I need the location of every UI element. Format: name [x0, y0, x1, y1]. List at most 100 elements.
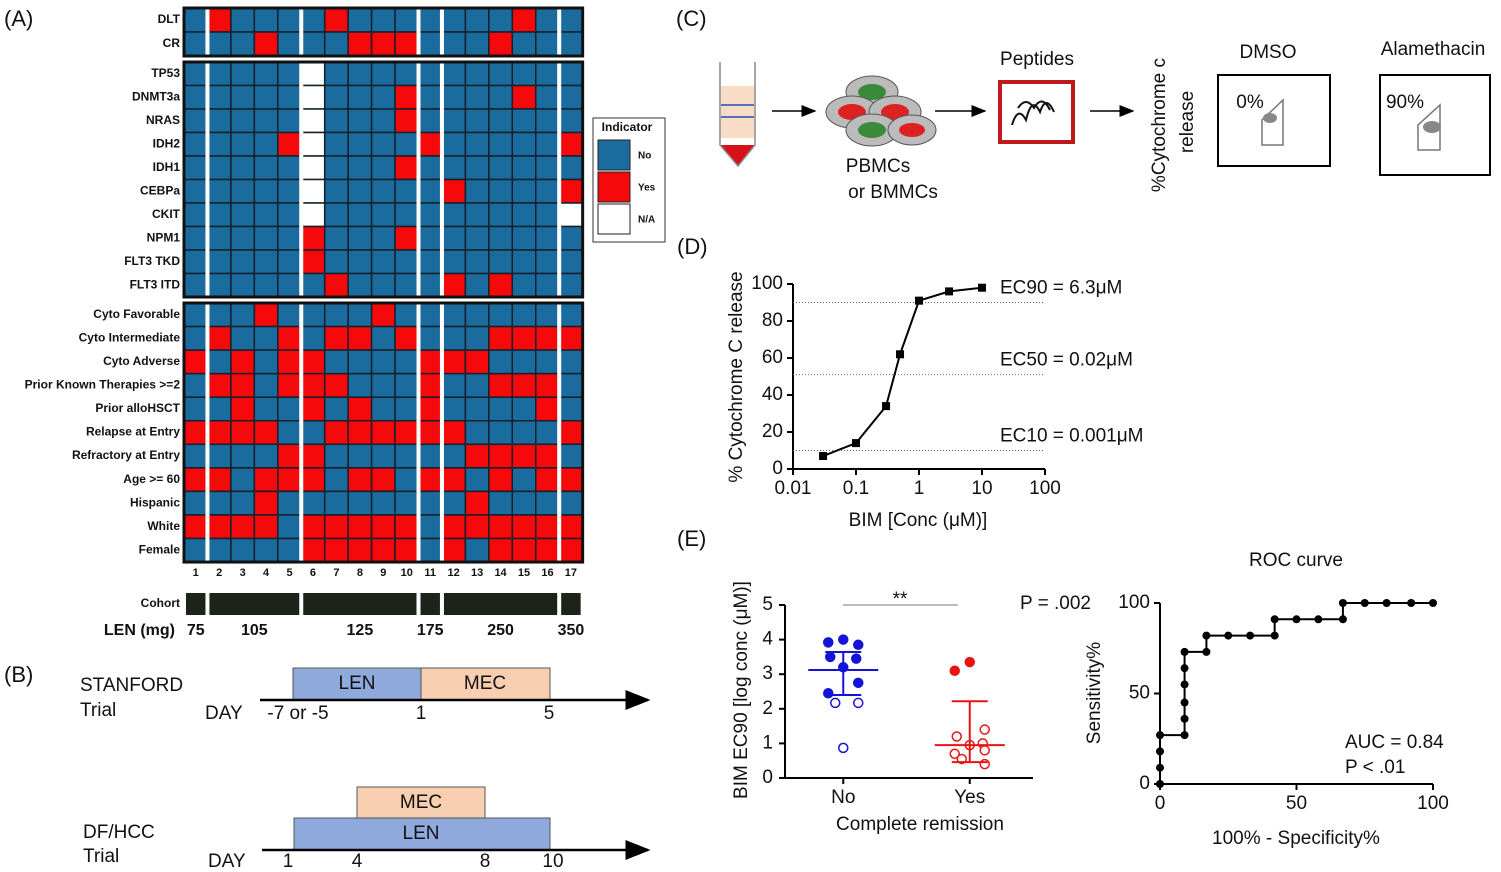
- trial-name: STANFORD: [80, 675, 183, 696]
- cell: [206, 178, 232, 204]
- cell: [300, 202, 326, 228]
- cell: [394, 349, 420, 375]
- cell: [253, 249, 279, 275]
- cell: [488, 537, 514, 563]
- day-tick: 8: [480, 851, 491, 872]
- cell: [300, 349, 326, 375]
- row-label: CR: [163, 36, 181, 50]
- cell: [464, 420, 490, 446]
- cell: [464, 155, 490, 181]
- cell: [347, 467, 373, 493]
- cell: [253, 272, 279, 298]
- data-point: [1202, 647, 1211, 656]
- cell: [183, 514, 209, 540]
- cell: [441, 396, 467, 422]
- cell: [230, 7, 256, 33]
- legend-swatch: [597, 139, 631, 171]
- cell: [511, 108, 537, 134]
- cell: [183, 537, 209, 563]
- cell: [488, 108, 514, 134]
- cell: [300, 490, 326, 516]
- cell: [394, 225, 420, 251]
- gate: [1417, 103, 1441, 151]
- column-label: 4: [263, 567, 270, 579]
- cell: [464, 443, 490, 469]
- cell: [323, 131, 349, 157]
- x-tick-label: 100: [1417, 793, 1449, 814]
- x-tick-label: No: [831, 787, 855, 808]
- day-tick: -7 or -5: [267, 703, 328, 724]
- cell: [417, 131, 443, 157]
- cell: [535, 302, 560, 328]
- y-tick-label: 0: [762, 767, 773, 788]
- column-label: 14: [494, 567, 507, 579]
- legend-label: No: [638, 151, 651, 162]
- cell: [277, 225, 302, 251]
- cell: [417, 490, 443, 516]
- cell: [277, 325, 302, 351]
- cell: [558, 514, 584, 540]
- cell: [206, 325, 232, 351]
- x-tick-label: 100: [1029, 478, 1061, 499]
- cell: [417, 325, 443, 351]
- data-point: [1382, 599, 1391, 607]
- cell: [230, 514, 256, 540]
- data-point: [978, 283, 986, 292]
- data-point: [1180, 714, 1189, 723]
- data-point: [964, 656, 975, 668]
- cell: [394, 325, 420, 351]
- cell: [230, 467, 256, 493]
- cell: [347, 7, 373, 33]
- cell: [300, 467, 326, 493]
- data-line: [822, 286, 983, 457]
- cell: [347, 202, 373, 228]
- cell: [558, 443, 584, 469]
- cell: [511, 155, 537, 181]
- cell: [183, 202, 209, 228]
- cell: [511, 490, 537, 516]
- cell: [300, 178, 326, 204]
- column-label: 10: [401, 567, 413, 579]
- cell: [300, 225, 326, 251]
- cell: [230, 443, 256, 469]
- readout-label: %Cytochrome c: [1149, 58, 1170, 192]
- x-axis-label: BIM [Conc (μM)]: [849, 510, 988, 531]
- column-label: 3: [240, 567, 246, 579]
- cell: [370, 225, 396, 251]
- row-label: Cyto Intermediate: [79, 330, 181, 344]
- data-point: [852, 439, 860, 448]
- cell: [347, 31, 373, 57]
- panel-label: (D): [677, 234, 708, 259]
- cell: [347, 302, 373, 328]
- cell: [347, 349, 373, 375]
- y-tick-label: 4: [762, 629, 773, 650]
- cell: [417, 537, 443, 563]
- row-label: DLT: [158, 12, 181, 26]
- cell: [277, 61, 302, 87]
- cell: [464, 61, 490, 87]
- cell: [511, 396, 537, 422]
- cell: [394, 372, 420, 398]
- cell: [464, 302, 490, 328]
- row-label: NRAS: [146, 113, 180, 127]
- cell: [253, 61, 279, 87]
- cell: [253, 325, 279, 351]
- cell: [488, 202, 514, 228]
- cell: [300, 372, 326, 398]
- data-point: [838, 634, 849, 645]
- cell: [300, 420, 326, 446]
- trial-subtitle: Trial: [80, 700, 116, 721]
- cell: [535, 325, 560, 351]
- cell: [370, 131, 396, 157]
- cell: [441, 202, 467, 228]
- y-tick-label: 1: [762, 732, 773, 753]
- cell: [558, 131, 584, 157]
- cell: [394, 178, 420, 204]
- cell: [323, 108, 349, 134]
- cell: [417, 84, 443, 110]
- cell: [230, 537, 256, 563]
- cell: [370, 155, 396, 181]
- cell: [464, 178, 490, 204]
- cell: [511, 131, 537, 157]
- cell: [464, 467, 490, 493]
